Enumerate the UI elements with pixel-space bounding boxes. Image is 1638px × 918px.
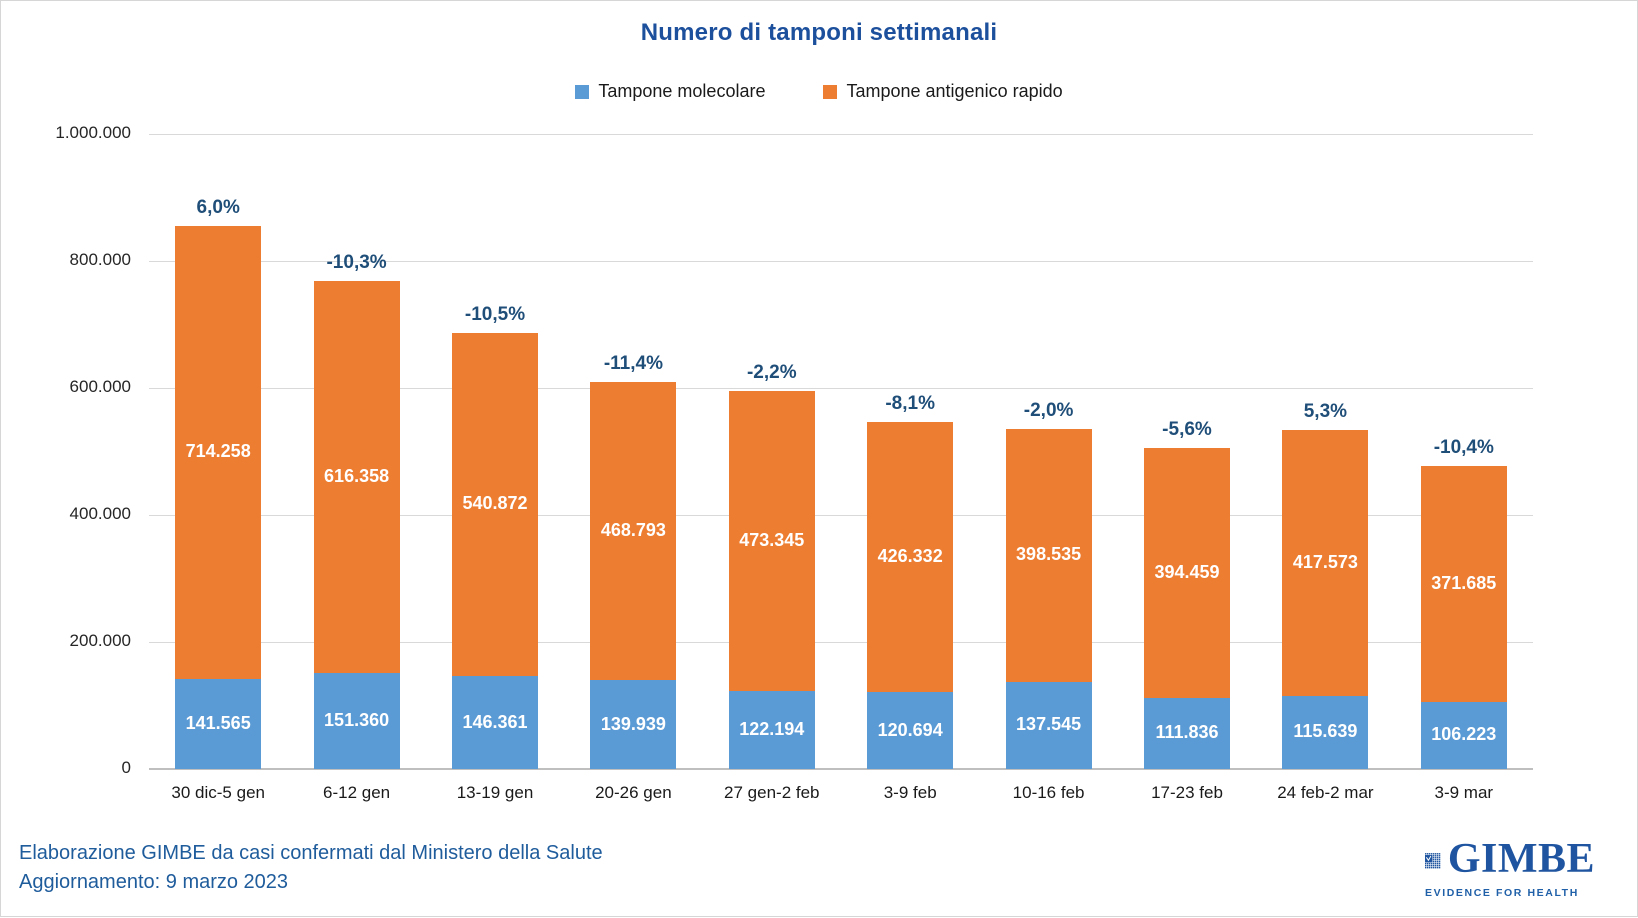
bar-percent-change-label: -10,3% xyxy=(326,252,387,274)
bar-percent-change-label: -10,4% xyxy=(1433,436,1494,458)
bar-segment-antigenico xyxy=(590,382,677,681)
legend-swatch-antigenico-icon xyxy=(823,84,838,99)
y-axis-tick-label: 1.000.000 xyxy=(55,123,131,142)
legend-swatch-molecolare-icon xyxy=(575,84,590,99)
bar-segment-antigenico xyxy=(1144,447,1230,698)
gimbe-logo-wordmark: GIMBE xyxy=(1447,836,1595,882)
x-axis-tick-label: 3-9 mar xyxy=(1434,783,1494,802)
gridline xyxy=(149,387,1533,389)
bar-segment-molecolare xyxy=(728,691,815,769)
bar-segment-antigenico xyxy=(1420,465,1507,702)
legend-label-molecolare: Tampone molecolare xyxy=(598,81,766,101)
bar-percent-change-label: 6,0% xyxy=(196,196,240,218)
footer-update-line: Aggiornamento: 9 marzo 2023 xyxy=(19,871,289,893)
bar-segment-molecolare xyxy=(590,680,677,769)
gridline xyxy=(149,641,1533,643)
bar-value-label-antigenico: 426.332 xyxy=(877,545,943,566)
footer-source-line: Elaborazione GIMBE da casi confermati da… xyxy=(19,842,603,864)
bar-value-label-molecolare: 139.939 xyxy=(600,713,666,734)
bar-segment-molecolare xyxy=(313,672,400,769)
gimbe-logo-tagline: EVIDENCE FOR HEALTH xyxy=(1425,887,1579,899)
bar-value-label-antigenico: 540.872 xyxy=(462,493,528,514)
bar-value-label-antigenico: 394.459 xyxy=(1154,561,1220,582)
bar-segment-molecolare xyxy=(175,679,262,769)
x-axis-tick-label: 3-9 feb xyxy=(883,783,937,802)
bar-value-label-molecolare: 137.545 xyxy=(1016,714,1082,735)
x-axis-tick-label: 30 dic-5 gen xyxy=(171,783,265,802)
bar-segment-antigenico xyxy=(1282,430,1369,696)
bar-value-label-molecolare: 120.694 xyxy=(877,719,943,740)
y-axis-tick-label: 800.000 xyxy=(69,250,131,269)
x-axis-tick-label: 13-19 gen xyxy=(456,783,534,802)
gridline xyxy=(149,133,1533,135)
bar-percent-change-label: -8,1% xyxy=(885,392,935,414)
gimbe-logo: GIMBE EVIDENCE FOR HEALTH xyxy=(1425,837,1595,899)
bar-percent-change-label: -10,5% xyxy=(464,303,526,325)
x-axis-tick-label: 24 feb-2 mar xyxy=(1277,783,1374,802)
bar-value-label-antigenico: 473.345 xyxy=(739,530,805,551)
bar-segment-molecolare xyxy=(1005,681,1092,769)
y-axis-tick-label: 200.000 xyxy=(69,631,131,650)
bar-percent-change-label: -11,4% xyxy=(603,353,663,375)
bar-value-label-antigenico: 714.258 xyxy=(185,441,251,462)
x-axis-tick-label: 10-16 feb xyxy=(1012,783,1085,802)
bar-segment-antigenico xyxy=(175,225,262,680)
bar-value-label-antigenico: 371.685 xyxy=(1431,572,1497,593)
bar-percent-change-label: -2,2% xyxy=(746,361,797,383)
bar-percent-change-label: 5,3% xyxy=(1303,401,1348,423)
footer-note: Elaborazione GIMBE da casi confermati da… xyxy=(19,839,603,897)
bar-segment-molecolare xyxy=(1420,701,1507,769)
bar-value-label-molecolare: 111.836 xyxy=(1155,722,1219,743)
chart-legend: Tampone molecolare Tampone antigenico ra… xyxy=(1,81,1637,102)
bar-segment-antigenico xyxy=(1005,428,1092,682)
bar-segment-molecolare xyxy=(867,692,954,769)
bar-value-label-antigenico: 616.358 xyxy=(324,466,390,487)
bar-value-label-antigenico: 468.793 xyxy=(600,520,666,541)
bar-segment-antigenico xyxy=(728,390,815,692)
bar-value-label-molecolare: 106.223 xyxy=(1431,724,1497,745)
bar-value-label-molecolare: 115.639 xyxy=(1293,721,1358,742)
bar-segment-molecolare xyxy=(452,676,538,769)
bar-segment-antigenico xyxy=(867,421,954,693)
x-axis-tick-label: 27 gen-2 feb xyxy=(724,783,820,802)
legend-item-antigenico: Tampone antigenico rapido xyxy=(823,81,1063,102)
bar-segment-molecolare xyxy=(1144,697,1230,769)
gimbe-check-grid-icon xyxy=(1425,853,1441,869)
x-axis-tick-label: 6-12 gen xyxy=(323,783,391,802)
bar-value-label-molecolare: 151.360 xyxy=(324,709,390,730)
x-axis-tick-label: 17-23 feb xyxy=(1151,783,1223,802)
bar-segment-antigenico xyxy=(313,281,400,673)
y-axis-tick-label: 400.000 xyxy=(69,504,131,523)
y-axis-tick-label: 0 xyxy=(121,758,131,777)
bar-value-label-antigenico: 417.573 xyxy=(1292,551,1358,572)
gridline xyxy=(149,514,1533,516)
x-axis-tick-label: 20-26 gen xyxy=(595,783,672,802)
bar-segment-molecolare xyxy=(1282,695,1369,769)
gridline xyxy=(149,260,1533,262)
legend-item-molecolare: Tampone molecolare xyxy=(575,81,765,102)
bar-percent-change-label: -2,0% xyxy=(1023,399,1074,421)
x-axis-line xyxy=(149,768,1533,770)
bar-value-label-molecolare: 122.194 xyxy=(739,719,805,740)
y-axis-tick-label: 600.000 xyxy=(69,377,131,396)
bar-value-label-antigenico: 398.535 xyxy=(1016,544,1082,565)
chart-title: Numero di tamponi settimanali xyxy=(640,19,998,46)
bar-value-label-molecolare: 141.565 xyxy=(185,713,251,734)
bar-percent-change-label: -5,6% xyxy=(1162,418,1212,440)
bar-segment-antigenico xyxy=(452,332,538,677)
legend-label-antigenico: Tampone antigenico rapido xyxy=(846,81,1063,101)
bar-value-label-molecolare: 146.361 xyxy=(462,711,528,732)
